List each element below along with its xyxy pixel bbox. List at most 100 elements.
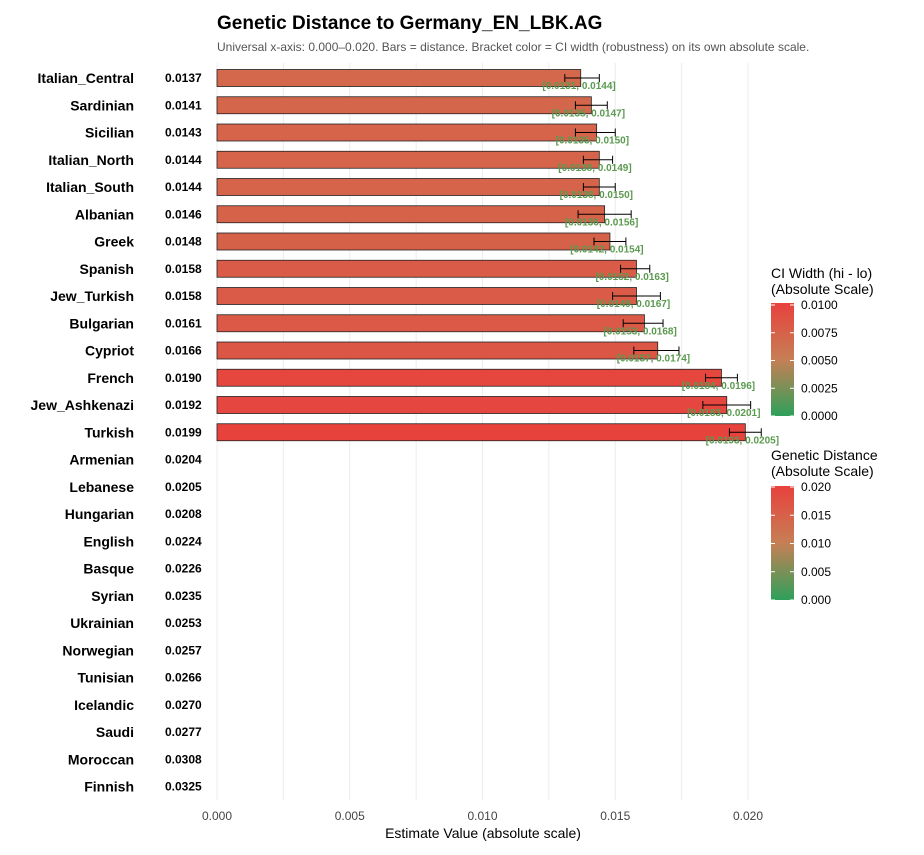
category-label: Hungarian [65,506,134,522]
x-tick-label: 0.005 [335,809,365,823]
category-label: Turkish [84,424,134,440]
category-label: Icelandic [74,697,134,713]
bar [216,314,645,333]
category-label: Ukrainian [70,615,134,631]
value-label: 0.0144 [165,153,202,167]
category-label: Lebanese [69,479,134,495]
x-tick-label: 0.015 [600,809,630,823]
category-label: Italian_South [46,179,134,195]
value-label: 0.0208 [165,507,202,521]
value-label: 0.0190 [165,371,202,385]
value-label: 0.0192 [165,398,202,412]
legend-genetic-distance: Genetic Distance (Absolute Scale) 0.020 0… [771,447,878,607]
category-label: Tunisian [77,670,134,686]
ci-label: [0.0136, 0.0156] [565,217,638,228]
value-label: 0.0148 [165,235,202,249]
ci-label: [0.0135, 0.0147] [552,108,625,119]
value-label: 0.0166 [165,344,202,358]
bar [216,341,659,360]
x-tick-label: 0.020 [733,809,763,823]
legend-dist-title-line2: (Absolute Scale) [771,463,874,479]
category-label: Greek [94,234,134,250]
x-tick-label: 0.000 [202,809,232,823]
legend-ci-ticks: 0.0100 0.0075 0.0050 0.0025 0.0000 [771,298,838,423]
category-labels: Italian_Central Sardinian Sicilian Italian_… [31,70,135,795]
ci-label: [0.0131, 0.0144] [542,81,615,92]
x-axis-ticks: 0.000 0.005 0.010 0.015 0.020 [202,809,763,823]
bar [216,368,722,387]
value-label: 0.0257 [165,643,202,657]
legend-tick-label: 0.0050 [801,354,838,368]
legend-tick-label: 0.010 [801,537,831,551]
ci-label: [0.0149, 0.0167] [597,299,670,310]
category-label: Norwegian [62,642,134,658]
value-label: 0.0143 [165,126,202,140]
value-label: 0.0158 [165,289,202,303]
category-label: Moroccan [68,751,134,767]
ci-label: [0.0153, 0.0168] [603,326,676,337]
ci-label: [0.0193, 0.0205] [706,435,779,446]
ci-label: [0.0183, 0.0201] [687,408,760,419]
category-label: Spanish [80,261,134,277]
legend-tick-label: 0.0100 [801,298,838,312]
chart-title: Genetic Distance to Germany_EN_LBK.AG [217,13,602,34]
category-label: English [83,533,134,549]
value-label: 0.0205 [165,480,202,494]
legend-ci-title-line2: (Absolute Scale) [771,281,874,297]
bar [216,423,746,442]
value-label: 0.0253 [165,616,202,630]
legend-tick-label: 0.0025 [801,381,838,395]
ci-labels: [0.0131, 0.0144] [0.0135, 0.0147] [0.0135,… [542,81,779,446]
value-label: 0.0144 [165,180,202,194]
legend-ci-title-line1: CI Width (hi - lo) [771,265,872,281]
ci-label: [0.0152, 0.0163] [595,272,668,283]
category-label: Bulgarian [69,315,134,331]
value-label: 0.0146 [165,207,202,221]
value-label: 0.0277 [165,725,202,739]
ci-label: [0.0184, 0.0196] [682,381,755,392]
category-label: French [87,370,134,386]
category-label: Albanian [75,206,134,222]
bar [216,232,611,251]
x-tick-label: 0.010 [467,809,497,823]
value-label: 0.0204 [165,453,202,467]
ci-label: [0.0138, 0.0150] [560,190,633,201]
category-label: Jew_Ashkenazi [31,397,135,413]
value-label: 0.0325 [165,780,202,794]
legend-tick-label: 0.020 [801,480,831,494]
value-label: 0.0137 [165,71,202,85]
value-labels: 0.0137 0.0141 0.0143 0.0144 0.0144 0.0146 0.01… [165,71,202,794]
category-label: Sardinian [70,97,134,113]
bar [216,287,637,305]
bar [216,150,600,169]
bar [216,96,592,115]
legend-tick-label: 0.000 [801,593,831,607]
value-label: 0.0158 [165,262,202,276]
category-label: Sicilian [85,125,134,141]
ci-label: [0.0142, 0.0154] [570,245,643,256]
category-label: Saudi [96,724,134,740]
value-label: 0.0226 [165,562,202,576]
category-label: Italian_North [48,152,134,168]
ci-label: [0.0135, 0.0150] [556,136,629,147]
category-label: Syrian [91,588,134,604]
bar [216,259,637,278]
category-label: Basque [83,561,134,577]
chart-subtitle: Universal x-axis: 0.000–0.020. Bars = di… [217,40,809,54]
legend-tick-label: 0.015 [801,508,831,522]
value-label: 0.0270 [165,698,202,712]
legend-dist-colorbar [771,486,794,600]
category-label: Finnish [84,779,134,795]
legend-dist-title-line1: Genetic Distance [771,447,878,463]
value-label: 0.0224 [165,534,202,548]
bar [216,396,728,414]
value-label: 0.0199 [165,425,202,439]
x-axis-title: Estimate Value (absolute scale) [385,825,581,841]
bars [216,69,746,442]
legend-tick-label: 0.0000 [801,409,838,423]
legend-ci-width: CI Width (hi - lo) (Absolute Scale) 0.01… [771,265,874,423]
category-label: Italian_Central [38,70,134,86]
value-label: 0.0266 [165,671,202,685]
legend-ci-colorbar [771,303,794,416]
